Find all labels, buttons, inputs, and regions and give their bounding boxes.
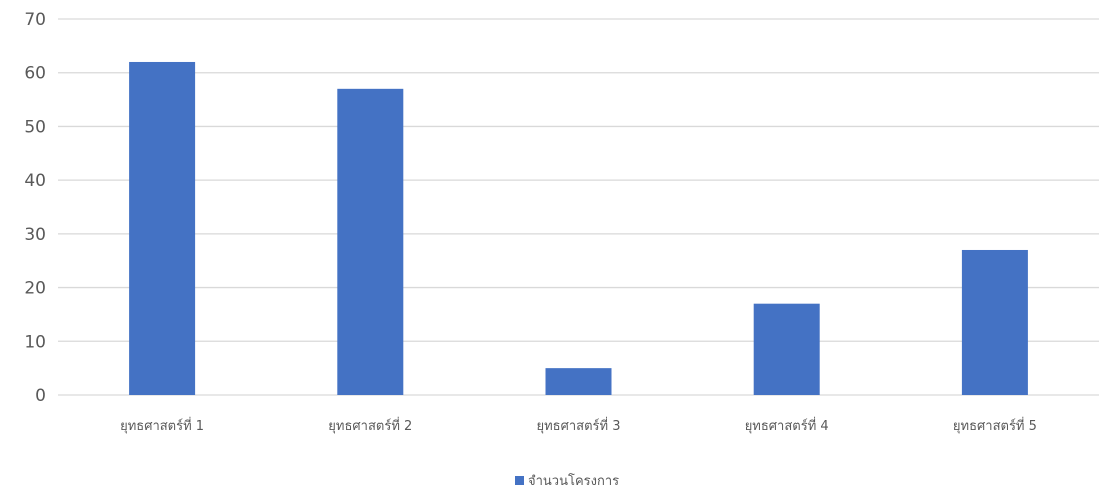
legend-label-series-1: จำนวนโครงการ (528, 473, 619, 489)
gridlines (58, 18, 1099, 396)
x-tick-label: ยุทธศาสตร์ที่ 5 (953, 417, 1037, 434)
x-tick-label: ยุทธศาสตร์ที่ 1 (120, 417, 204, 434)
legend-swatch (515, 476, 524, 485)
bar-1 (129, 61, 196, 395)
legend: จำนวนโครงการ (515, 473, 619, 489)
x-axis-ticks: ยุทธศาสตร์ที่ 1 ยุทธศาสตร์ที่ 2 ยุทธศาสตร์… (120, 417, 1037, 434)
x-tick-label: ยุทธศาสตร์ที่ 2 (328, 417, 412, 434)
y-tick-label: 60 (24, 64, 46, 84)
y-tick-label: 20 (24, 279, 46, 299)
y-axis-ticks: 0 10 20 30 40 50 60 70 (24, 10, 46, 406)
bar-4 (753, 303, 820, 395)
y-tick-label: 50 (24, 117, 46, 137)
y-tick-label: 30 (24, 225, 46, 245)
bar-2 (337, 88, 404, 395)
bars (129, 61, 1028, 395)
y-tick-label: 10 (24, 332, 46, 352)
x-tick-label: ยุทธศาสตร์ที่ 4 (745, 417, 829, 434)
x-tick-label: ยุทธศาสตร์ที่ 3 (536, 417, 620, 434)
y-tick-label: 70 (24, 10, 46, 30)
bar-3 (545, 368, 612, 395)
bar-5 (961, 249, 1028, 395)
y-tick-label: 0 (35, 386, 46, 406)
y-tick-label: 40 (24, 171, 46, 191)
